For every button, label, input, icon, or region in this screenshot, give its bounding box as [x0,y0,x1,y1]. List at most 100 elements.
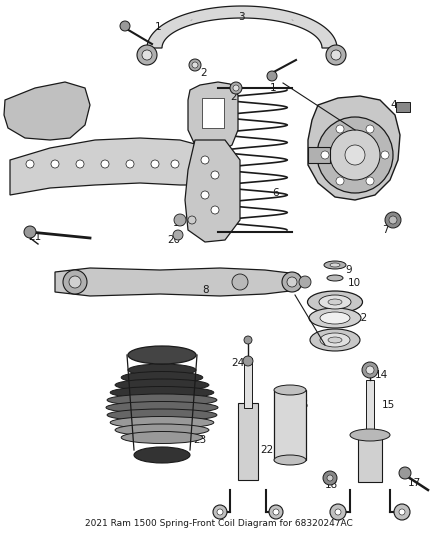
Circle shape [317,117,393,193]
Bar [358,435,382,482]
Text: 14: 14 [375,370,388,380]
Ellipse shape [327,275,343,281]
Circle shape [345,145,365,165]
Text: 6: 6 [272,188,279,198]
Ellipse shape [274,385,306,395]
Text: 8: 8 [202,285,208,295]
Circle shape [213,505,227,519]
Polygon shape [10,138,225,195]
Circle shape [171,160,179,168]
Circle shape [326,45,346,65]
Circle shape [267,71,277,81]
Circle shape [120,21,130,31]
Circle shape [243,356,253,366]
Ellipse shape [110,386,214,399]
Circle shape [201,191,209,199]
Ellipse shape [324,261,346,269]
Text: 1: 1 [270,83,277,93]
Polygon shape [188,82,238,152]
Ellipse shape [309,308,361,328]
Circle shape [362,362,378,378]
Polygon shape [308,96,400,200]
Bar [308,147,330,163]
Text: 23: 23 [193,435,206,445]
Circle shape [51,160,59,168]
Circle shape [230,82,242,94]
Circle shape [330,504,346,520]
Circle shape [269,505,283,519]
Circle shape [211,171,219,179]
Circle shape [244,336,252,344]
Circle shape [330,130,380,180]
Circle shape [188,216,196,224]
Circle shape [196,160,204,168]
Ellipse shape [307,291,363,313]
Ellipse shape [110,416,214,429]
Text: 18: 18 [325,480,338,490]
Circle shape [273,509,279,515]
Circle shape [336,125,344,133]
Ellipse shape [328,299,342,305]
Bar [274,390,306,460]
Circle shape [63,270,87,294]
Text: 3: 3 [238,12,245,22]
Ellipse shape [115,424,209,436]
Ellipse shape [128,346,196,364]
Text: 1: 1 [155,22,162,32]
Ellipse shape [115,379,209,391]
Text: 21: 21 [28,232,41,242]
Circle shape [173,230,183,240]
Circle shape [232,274,248,290]
Circle shape [394,504,410,520]
Ellipse shape [121,432,203,443]
Ellipse shape [319,295,351,309]
Text: 7: 7 [382,225,389,235]
Circle shape [126,160,134,168]
Text: 9: 9 [345,265,352,275]
Polygon shape [55,268,305,296]
Text: 24: 24 [231,358,244,368]
Circle shape [282,272,302,292]
Text: 13: 13 [315,332,328,342]
Circle shape [151,160,159,168]
Ellipse shape [330,263,340,267]
Text: 2021 Ram 1500 Spring-Front Coil Diagram for 68320247AC: 2021 Ram 1500 Spring-Front Coil Diagram … [85,519,353,528]
Circle shape [233,85,239,91]
Ellipse shape [274,455,306,465]
Text: 4: 4 [390,100,397,110]
Circle shape [69,276,81,288]
Circle shape [335,509,341,515]
Bar [238,403,258,480]
Text: 22: 22 [260,445,273,455]
Ellipse shape [134,447,190,463]
Circle shape [192,62,198,68]
Circle shape [137,45,157,65]
Text: 19: 19 [173,218,186,228]
Circle shape [299,276,311,288]
Circle shape [211,206,219,214]
Circle shape [189,59,201,71]
Text: 2: 2 [230,92,237,102]
Circle shape [76,160,84,168]
Circle shape [389,216,397,224]
Text: 12: 12 [355,313,368,323]
Polygon shape [147,6,337,48]
Bar [244,358,252,408]
Ellipse shape [320,312,350,324]
Circle shape [399,467,411,479]
Circle shape [336,177,344,185]
Polygon shape [4,82,90,140]
Circle shape [366,177,374,185]
Text: 17: 17 [408,478,421,488]
Text: 2: 2 [200,68,207,78]
Circle shape [217,509,223,515]
Polygon shape [185,140,240,242]
Circle shape [399,509,405,515]
Text: 16: 16 [296,400,309,410]
Text: 20: 20 [167,235,180,245]
Text: 10: 10 [348,278,361,288]
Circle shape [366,366,374,374]
Bar [366,380,374,435]
Circle shape [385,212,401,228]
Ellipse shape [128,364,196,376]
